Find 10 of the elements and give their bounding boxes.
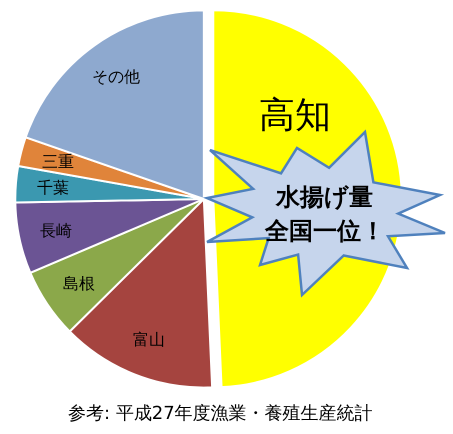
slice-label: 長崎 bbox=[40, 221, 72, 240]
slice-label: 島根 bbox=[63, 274, 95, 293]
slice-label: その他 bbox=[92, 67, 140, 86]
slice-label: 高知 bbox=[259, 95, 331, 136]
slice-label: 千葉 bbox=[37, 178, 69, 197]
slice-label: 富山 bbox=[133, 330, 165, 349]
text: 水揚げ量 bbox=[275, 183, 373, 211]
slice-label: 三重 bbox=[42, 152, 74, 171]
text: 参考: 平成27年度漁業・養殖生産統計 bbox=[68, 403, 373, 424]
text: 全国一位！ bbox=[264, 217, 385, 245]
